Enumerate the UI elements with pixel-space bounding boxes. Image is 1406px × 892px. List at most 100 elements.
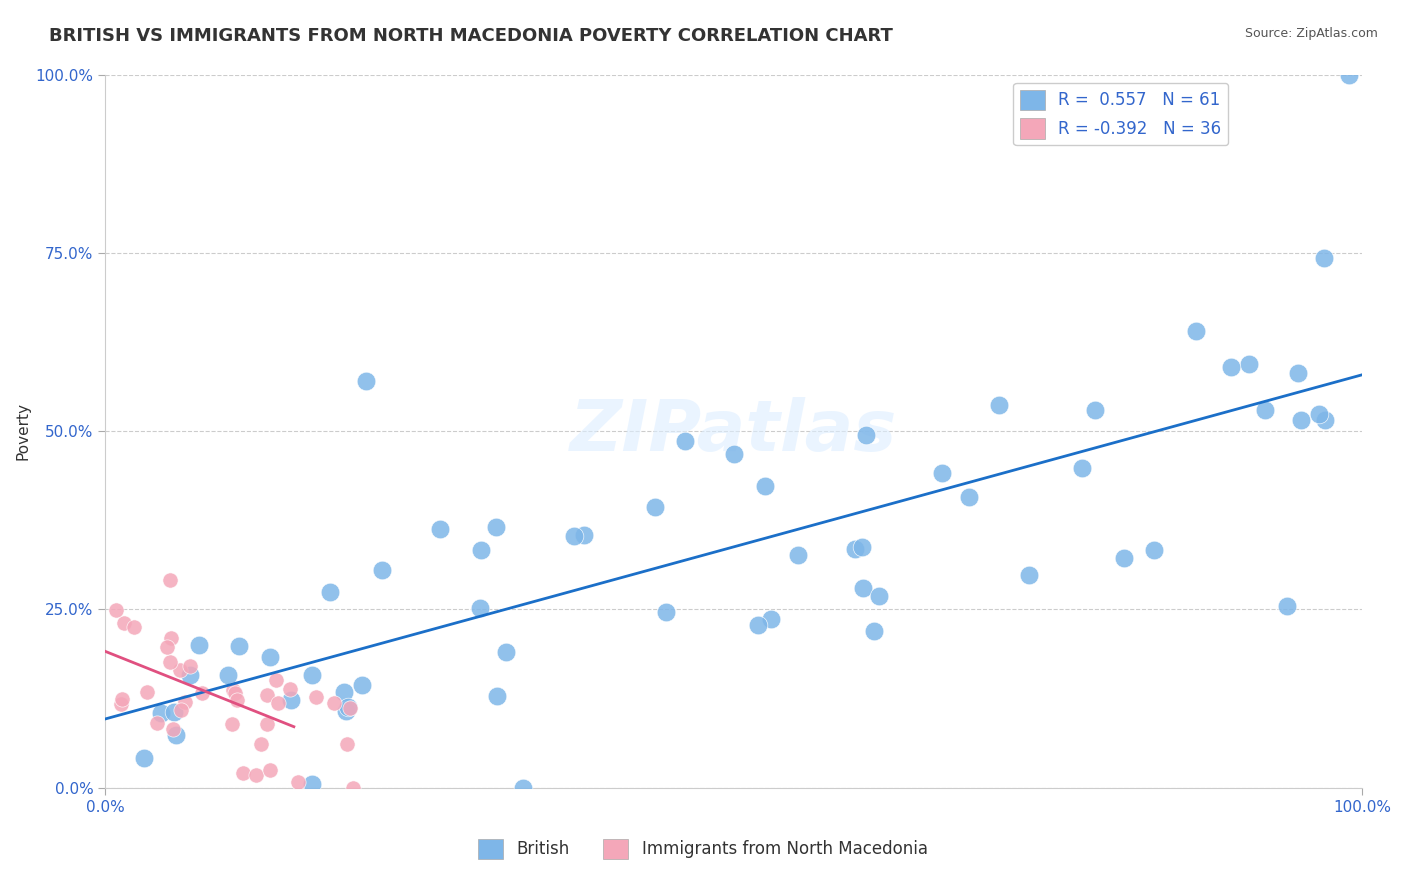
Point [301, 668, 323, 682]
Point [146, 716, 169, 731]
Point [287, 775, 309, 789]
Point [1142, 542, 1164, 557]
Point [149, 706, 172, 720]
Point [350, 678, 373, 692]
Point [1084, 403, 1107, 417]
Point [245, 768, 267, 782]
Point [485, 520, 508, 534]
Point [852, 581, 875, 595]
Text: BRITISH VS IMMIGRANTS FROM NORTH MACEDONIA POVERTY CORRELATION CHART: BRITISH VS IMMIGRANTS FROM NORTH MACEDON… [49, 27, 893, 45]
Point [1112, 551, 1135, 566]
Point [1313, 413, 1336, 427]
Point [232, 765, 254, 780]
Point [1254, 403, 1277, 417]
Point [342, 780, 364, 795]
Point [470, 601, 492, 615]
Point [485, 689, 508, 703]
Point [1220, 359, 1243, 374]
Legend: British, Immigrants from North Macedonia: British, Immigrants from North Macedonia [471, 832, 935, 866]
Point [323, 696, 346, 710]
Y-axis label: Poverty: Poverty [15, 402, 30, 460]
Point [259, 650, 281, 665]
Point [228, 639, 250, 653]
Point [1286, 366, 1309, 380]
Point [179, 668, 201, 682]
Point [787, 548, 810, 562]
Point [1308, 407, 1330, 421]
Point [1071, 461, 1094, 475]
Point [335, 704, 357, 718]
Point [512, 780, 534, 795]
Point [673, 434, 696, 448]
Point [759, 612, 782, 626]
Point [112, 616, 135, 631]
Text: ZIPatlas: ZIPatlas [569, 397, 897, 466]
Point [429, 522, 451, 536]
Point [222, 682, 245, 697]
Point [844, 542, 866, 557]
Point [122, 620, 145, 634]
Point [179, 658, 201, 673]
Point [855, 428, 877, 442]
Point [723, 447, 745, 461]
Point [159, 655, 181, 669]
Point [987, 398, 1010, 412]
Point [305, 690, 328, 704]
Point [333, 685, 356, 699]
Point [266, 673, 288, 687]
Point [136, 685, 159, 699]
Point [339, 701, 361, 715]
Point [163, 705, 186, 719]
Point [356, 374, 378, 388]
Point [259, 763, 281, 777]
Point [250, 737, 273, 751]
Point [931, 466, 953, 480]
Point [1275, 599, 1298, 613]
Point [371, 564, 394, 578]
Point [165, 728, 187, 742]
Point [957, 490, 980, 504]
Point [170, 703, 193, 717]
Point [301, 776, 323, 790]
Point [562, 529, 585, 543]
Point [224, 686, 246, 700]
Point [256, 716, 278, 731]
Point [111, 691, 134, 706]
Point [187, 638, 209, 652]
Point [132, 751, 155, 765]
Point [1018, 568, 1040, 582]
Point [644, 500, 666, 514]
Point [470, 543, 492, 558]
Point [1289, 413, 1312, 427]
Point [851, 540, 873, 554]
Point [1184, 325, 1206, 339]
Point [110, 697, 132, 711]
Point [868, 590, 890, 604]
Point [1313, 251, 1336, 265]
Point [754, 479, 776, 493]
Point [191, 685, 214, 699]
Point [654, 605, 676, 619]
Point [160, 631, 183, 645]
Point [156, 640, 179, 654]
Point [862, 624, 884, 638]
Point [256, 688, 278, 702]
Legend: R =  0.557   N = 61, R = -0.392   N = 36: R = 0.557 N = 61, R = -0.392 N = 36 [1014, 83, 1227, 145]
Point [169, 663, 191, 677]
Point [280, 692, 302, 706]
Point [266, 696, 288, 710]
Point [572, 527, 595, 541]
Point [221, 717, 243, 731]
Point [495, 645, 517, 659]
Point [336, 699, 359, 714]
Point [278, 682, 301, 697]
Text: Source: ZipAtlas.com: Source: ZipAtlas.com [1244, 27, 1378, 40]
Point [1237, 357, 1260, 371]
Point [104, 603, 127, 617]
Point [319, 584, 342, 599]
Point [174, 695, 197, 709]
Point [747, 617, 769, 632]
Point [1339, 68, 1361, 82]
Point [226, 693, 249, 707]
Point [336, 737, 359, 751]
